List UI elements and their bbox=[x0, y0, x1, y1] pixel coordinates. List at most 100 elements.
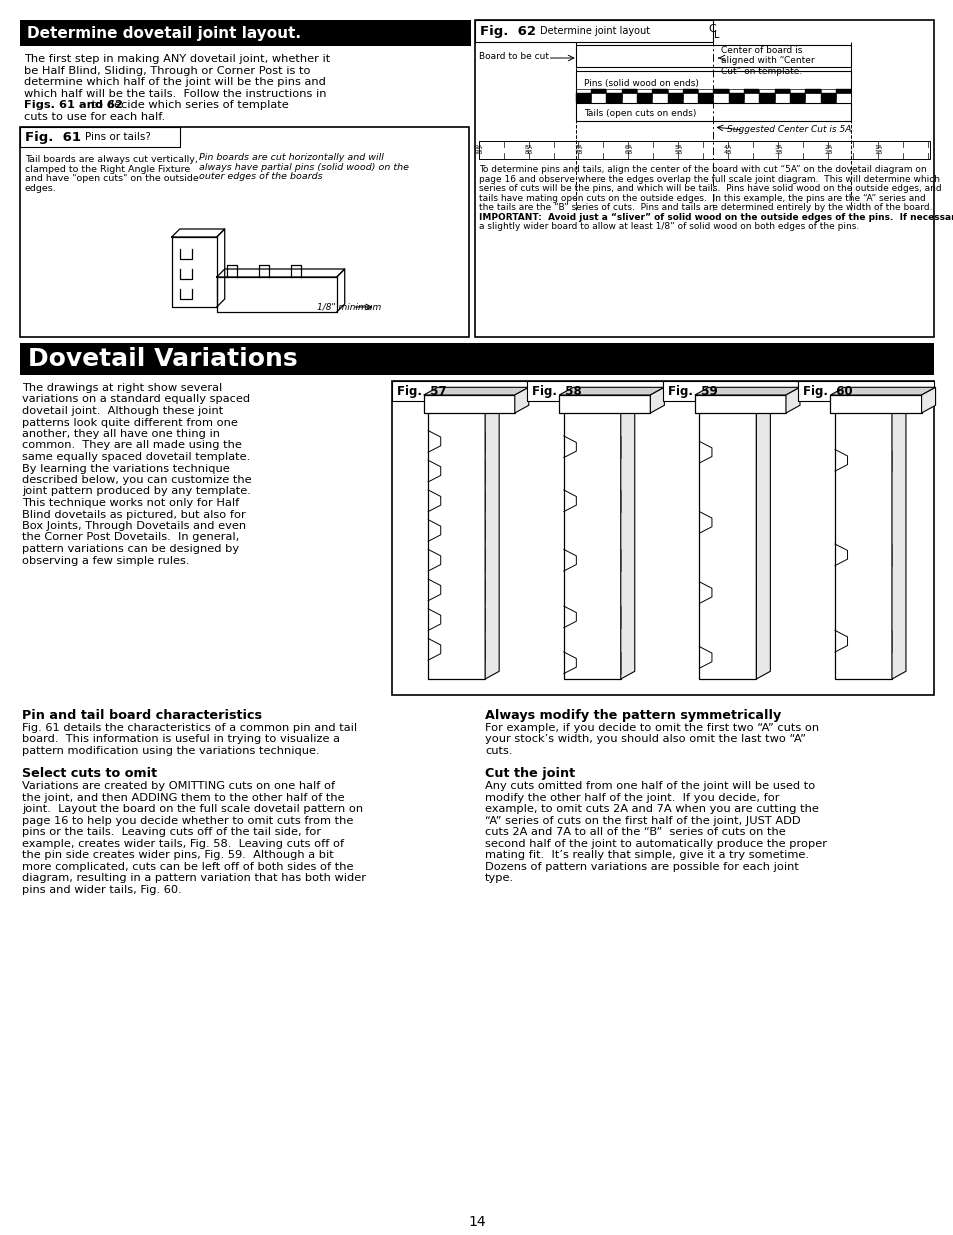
Text: “A” series of cuts on the first half of the joint, JUST ADD: “A” series of cuts on the first half of … bbox=[484, 816, 800, 826]
Text: For example, if you decide to omit the first two “A” cuts on: For example, if you decide to omit the f… bbox=[484, 722, 819, 734]
Polygon shape bbox=[789, 89, 804, 99]
Text: same equally spaced dovetail template.: same equally spaced dovetail template. bbox=[22, 452, 250, 462]
Polygon shape bbox=[829, 388, 935, 395]
Text: the Corner Post Dovetails.  In general,: the Corner Post Dovetails. In general, bbox=[22, 532, 239, 542]
Text: Tail boards are always cut vertically,: Tail boards are always cut vertically, bbox=[25, 156, 197, 164]
Polygon shape bbox=[835, 89, 850, 99]
Text: Determine joint layout: Determine joint layout bbox=[539, 26, 649, 36]
Polygon shape bbox=[563, 401, 634, 409]
Bar bbox=[527, 382, 662, 401]
Text: Variations are created by OMITTING cuts on one half of: Variations are created by OMITTING cuts … bbox=[22, 782, 335, 792]
Text: 5A: 5A bbox=[674, 144, 681, 149]
Polygon shape bbox=[558, 395, 650, 412]
Text: example, creates wider tails, Fig. 58.  Leaving cuts off of: example, creates wider tails, Fig. 58. L… bbox=[22, 839, 344, 848]
Text: the pin side creates wider pins, Fig. 59.  Although a bit: the pin side creates wider pins, Fig. 59… bbox=[22, 851, 334, 861]
Polygon shape bbox=[620, 401, 634, 679]
Text: Figs. 61 and 62: Figs. 61 and 62 bbox=[24, 100, 123, 110]
Text: Center of board is
aligned with “Center
Cut” on template.: Center of board is aligned with “Center … bbox=[720, 46, 814, 75]
Bar bbox=[563, 409, 620, 679]
Polygon shape bbox=[590, 93, 606, 103]
Text: to decide which series of template: to decide which series of template bbox=[88, 100, 289, 110]
Text: Box Joints, Through Dovetails and even: Box Joints, Through Dovetails and even bbox=[22, 521, 246, 531]
Text: be Half Blind, Sliding, Through or Corner Post is to: be Half Blind, Sliding, Through or Corne… bbox=[24, 65, 310, 75]
Text: which half will be the tails.  Follow the instructions in: which half will be the tails. Follow the… bbox=[24, 89, 326, 99]
Bar bbox=[474, 20, 713, 42]
Polygon shape bbox=[652, 89, 667, 99]
Bar bbox=[391, 382, 527, 401]
Polygon shape bbox=[699, 401, 770, 409]
Text: Dozens of pattern variations are possible for each joint: Dozens of pattern variations are possibl… bbox=[484, 862, 798, 872]
Text: 6A: 6A bbox=[623, 144, 632, 149]
Polygon shape bbox=[834, 401, 905, 409]
Text: 5B: 5B bbox=[674, 149, 681, 156]
Polygon shape bbox=[698, 93, 713, 103]
Polygon shape bbox=[820, 89, 835, 99]
Polygon shape bbox=[652, 93, 667, 103]
Polygon shape bbox=[759, 89, 774, 99]
Text: 4A: 4A bbox=[723, 144, 732, 149]
Text: This technique works not only for Half: This technique works not only for Half bbox=[22, 498, 239, 508]
Text: joint pattern produced by any template.: joint pattern produced by any template. bbox=[22, 487, 251, 496]
Polygon shape bbox=[637, 93, 652, 103]
Text: The first step in making ANY dovetail joint, whether it: The first step in making ANY dovetail jo… bbox=[24, 54, 330, 64]
Polygon shape bbox=[590, 89, 606, 99]
Bar bbox=[20, 343, 933, 375]
Polygon shape bbox=[682, 93, 698, 103]
Text: 2A: 2A bbox=[823, 144, 831, 149]
Text: Fig.  62: Fig. 62 bbox=[479, 25, 535, 37]
Text: a slightly wider board to allow at least 1/8” of solid wood on both edges of the: a slightly wider board to allow at least… bbox=[478, 222, 858, 231]
Text: dovetail joint.  Although these joint: dovetail joint. Although these joint bbox=[22, 406, 223, 416]
Polygon shape bbox=[637, 89, 652, 99]
Bar bbox=[20, 127, 180, 147]
Text: 2B: 2B bbox=[823, 149, 831, 156]
Text: pattern variations can be designed by: pattern variations can be designed by bbox=[22, 543, 239, 555]
Text: Determine dovetail joint layout.: Determine dovetail joint layout. bbox=[27, 26, 301, 41]
Bar bbox=[428, 409, 485, 679]
Bar bbox=[834, 409, 891, 679]
Text: diagram, resulting in a pattern variation that has both wider: diagram, resulting in a pattern variatio… bbox=[22, 873, 366, 883]
Text: The drawings at right show several: The drawings at right show several bbox=[22, 383, 222, 393]
Polygon shape bbox=[428, 401, 498, 409]
Polygon shape bbox=[575, 93, 590, 103]
Polygon shape bbox=[423, 388, 528, 395]
Polygon shape bbox=[829, 395, 921, 412]
Text: page 16 and observe where the edges overlap the full scale joint diagram.  This : page 16 and observe where the edges over… bbox=[478, 174, 939, 184]
Text: another, they all have one thing in: another, they all have one thing in bbox=[22, 429, 220, 438]
Text: Pin boards are cut horizontally and will: Pin boards are cut horizontally and will bbox=[199, 153, 384, 162]
Text: 1A: 1A bbox=[873, 144, 882, 149]
Polygon shape bbox=[728, 89, 743, 99]
Text: cuts 2A and 7A to all of the “B”  series of cuts on the: cuts 2A and 7A to all of the “B” series … bbox=[484, 827, 785, 837]
Polygon shape bbox=[558, 388, 663, 395]
Text: Any cuts omitted from one half of the joint will be used to: Any cuts omitted from one half of the jo… bbox=[484, 782, 815, 792]
Polygon shape bbox=[698, 89, 713, 99]
Polygon shape bbox=[667, 93, 682, 103]
Polygon shape bbox=[667, 89, 682, 99]
Text: 7B: 7B bbox=[574, 149, 582, 156]
Polygon shape bbox=[515, 388, 528, 412]
Polygon shape bbox=[694, 395, 785, 412]
Bar bbox=[662, 382, 798, 401]
Text: described below, you can customize the: described below, you can customize the bbox=[22, 475, 252, 485]
Polygon shape bbox=[606, 93, 621, 103]
Text: 9B: 9B bbox=[474, 149, 482, 156]
Text: determine which half of the joint will be the pins and: determine which half of the joint will b… bbox=[24, 77, 326, 86]
Text: 8B: 8B bbox=[524, 149, 532, 156]
Text: Fig. 61 details the characteristics of a common pin and tail: Fig. 61 details the characteristics of a… bbox=[22, 722, 356, 734]
Bar bbox=[478, 141, 929, 159]
Text: 1B: 1B bbox=[873, 149, 882, 156]
Polygon shape bbox=[804, 93, 820, 103]
Text: 14: 14 bbox=[468, 1215, 485, 1229]
Polygon shape bbox=[621, 89, 637, 99]
Text: more complicated, cuts can be left off of both sides of the: more complicated, cuts can be left off o… bbox=[22, 862, 354, 872]
Text: Pins or tails?: Pins or tails? bbox=[85, 132, 151, 142]
Polygon shape bbox=[835, 93, 850, 103]
Text: patterns look quite different from one: patterns look quite different from one bbox=[22, 417, 237, 427]
Text: 3B: 3B bbox=[773, 149, 781, 156]
Polygon shape bbox=[728, 93, 743, 103]
Polygon shape bbox=[575, 89, 590, 99]
Text: By learning the variations technique: By learning the variations technique bbox=[22, 463, 230, 473]
Bar bbox=[575, 44, 850, 67]
Text: 8A: 8A bbox=[524, 144, 532, 149]
Polygon shape bbox=[713, 89, 728, 99]
Text: joint.  Layout the board on the full scale dovetail pattern on: joint. Layout the board on the full scal… bbox=[22, 804, 363, 815]
